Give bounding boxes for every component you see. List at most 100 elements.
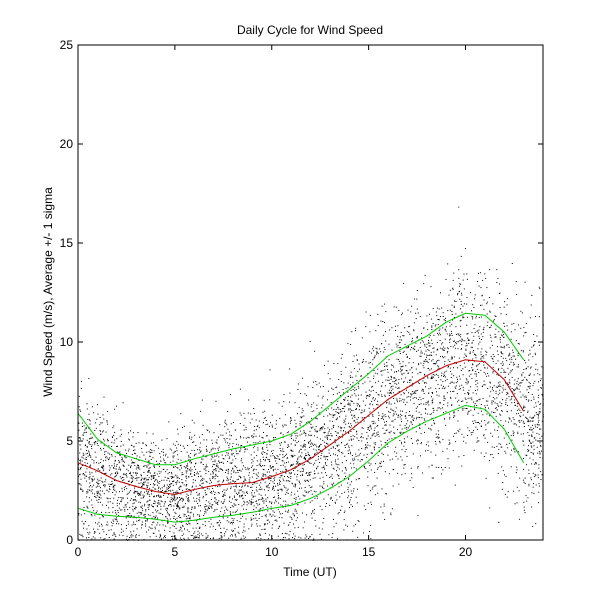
- data-point: [506, 344, 508, 346]
- data-point: [516, 293, 518, 295]
- data-point: [287, 492, 289, 494]
- data-point: [453, 375, 455, 377]
- data-point: [326, 435, 328, 437]
- data-point: [284, 462, 286, 464]
- data-point: [305, 435, 307, 437]
- data-point: [353, 355, 355, 357]
- data-point: [215, 473, 217, 475]
- data-point: [91, 406, 93, 408]
- data-point: [337, 513, 339, 515]
- data-point: [263, 502, 265, 504]
- data-point: [516, 409, 518, 411]
- data-point: [439, 328, 441, 330]
- data-point: [349, 427, 351, 428]
- data-point: [429, 369, 431, 371]
- data-point: [267, 523, 269, 525]
- data-point: [149, 472, 151, 474]
- data-point: [502, 363, 504, 365]
- data-point: [273, 478, 275, 480]
- data-point: [407, 420, 409, 422]
- data-point: [523, 406, 525, 408]
- data-point: [100, 462, 102, 464]
- data-point: [230, 488, 232, 489]
- data-point: [169, 489, 171, 491]
- data-point: [361, 361, 363, 363]
- data-point: [251, 502, 253, 504]
- data-point: [220, 434, 222, 436]
- data-point: [466, 408, 468, 409]
- data-point: [202, 479, 204, 481]
- data-point: [153, 532, 155, 534]
- data-point: [264, 410, 266, 412]
- data-point: [322, 395, 324, 397]
- data-point: [216, 502, 218, 504]
- data-point: [500, 363, 502, 365]
- data-point: [281, 460, 283, 462]
- data-point: [179, 507, 181, 509]
- data-point: [408, 392, 409, 394]
- data-point: [463, 436, 465, 438]
- data-point: [296, 510, 298, 512]
- data-point: [515, 340, 517, 342]
- data-point: [513, 390, 515, 392]
- data-point: [496, 445, 498, 447]
- data-point: [453, 415, 455, 417]
- data-point: [418, 411, 420, 413]
- data-point: [512, 355, 514, 357]
- data-point: [283, 480, 285, 482]
- data-point: [222, 502, 224, 504]
- data-point: [520, 420, 522, 422]
- data-point: [135, 468, 137, 470]
- data-point: [537, 417, 539, 419]
- data-point: [384, 366, 385, 367]
- data-point: [502, 365, 504, 366]
- data-point: [350, 431, 352, 432]
- data-point: [180, 517, 182, 519]
- data-point: [303, 458, 305, 459]
- data-point: [466, 324, 468, 326]
- data-point: [448, 439, 450, 441]
- data-point: [395, 343, 397, 345]
- data-point: [476, 365, 478, 367]
- data-point: [153, 450, 155, 452]
- data-point: [530, 427, 532, 429]
- data-point: [450, 396, 452, 398]
- data-point: [314, 428, 316, 430]
- data-point: [89, 489, 91, 491]
- data-point: [227, 473, 229, 475]
- data-point: [333, 424, 335, 426]
- data-point: [280, 471, 282, 473]
- data-point: [265, 523, 267, 525]
- data-point: [393, 306, 395, 308]
- data-point: [450, 397, 452, 399]
- data-point: [204, 510, 206, 512]
- data-point: [523, 396, 525, 398]
- data-point: [366, 442, 368, 444]
- data-point: [472, 351, 474, 353]
- data-point: [332, 533, 334, 535]
- data-point: [91, 444, 93, 446]
- data-point: [145, 479, 147, 481]
- data-point: [92, 507, 94, 509]
- data-point: [78, 429, 80, 431]
- data-point: [380, 351, 382, 353]
- data-point: [243, 508, 244, 510]
- data-point: [252, 490, 254, 492]
- data-point: [120, 440, 122, 442]
- data-point: [232, 520, 234, 522]
- data-point: [135, 442, 137, 444]
- data-point: [224, 512, 226, 514]
- data-point: [248, 474, 250, 476]
- data-point: [420, 455, 421, 457]
- data-point: [294, 454, 296, 456]
- data-point: [526, 379, 528, 381]
- data-point: [486, 351, 488, 353]
- data-point: [234, 511, 236, 513]
- data-point: [169, 483, 171, 485]
- data-point: [526, 417, 527, 419]
- data-point: [212, 463, 214, 465]
- data-point: [210, 479, 211, 481]
- data-point: [414, 349, 416, 351]
- data-point: [352, 435, 354, 437]
- data-point: [134, 506, 136, 508]
